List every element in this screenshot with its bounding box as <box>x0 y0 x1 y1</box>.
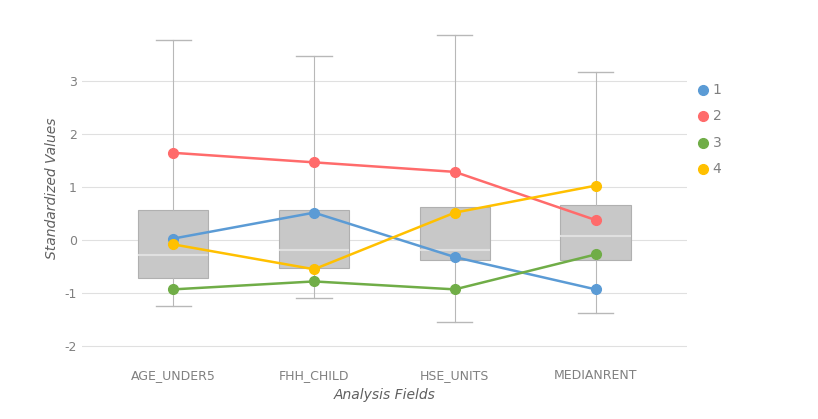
PathPatch shape <box>420 207 490 260</box>
3 <box>169 287 178 292</box>
3 <box>450 287 460 292</box>
Line: 2: 2 <box>169 148 600 225</box>
PathPatch shape <box>279 210 349 268</box>
Line: 4: 4 <box>169 181 600 274</box>
X-axis label: Analysis Fields: Analysis Fields <box>334 388 435 402</box>
4 <box>169 242 178 247</box>
PathPatch shape <box>560 205 631 260</box>
4 <box>450 210 460 215</box>
Line: 3: 3 <box>169 250 600 294</box>
3 <box>309 279 319 284</box>
2 <box>450 169 460 174</box>
1 <box>169 236 178 241</box>
4 <box>309 267 319 272</box>
1 <box>591 287 600 292</box>
2 <box>169 150 178 155</box>
2 <box>591 217 600 222</box>
Legend: 1, 2, 3, 4: 1, 2, 3, 4 <box>700 83 721 176</box>
PathPatch shape <box>138 210 209 278</box>
4 <box>591 183 600 188</box>
1 <box>450 255 460 260</box>
Line: 1: 1 <box>169 208 600 294</box>
3 <box>591 252 600 257</box>
1 <box>309 210 319 215</box>
2 <box>309 160 319 165</box>
Y-axis label: Standardized Values: Standardized Values <box>45 118 59 259</box>
